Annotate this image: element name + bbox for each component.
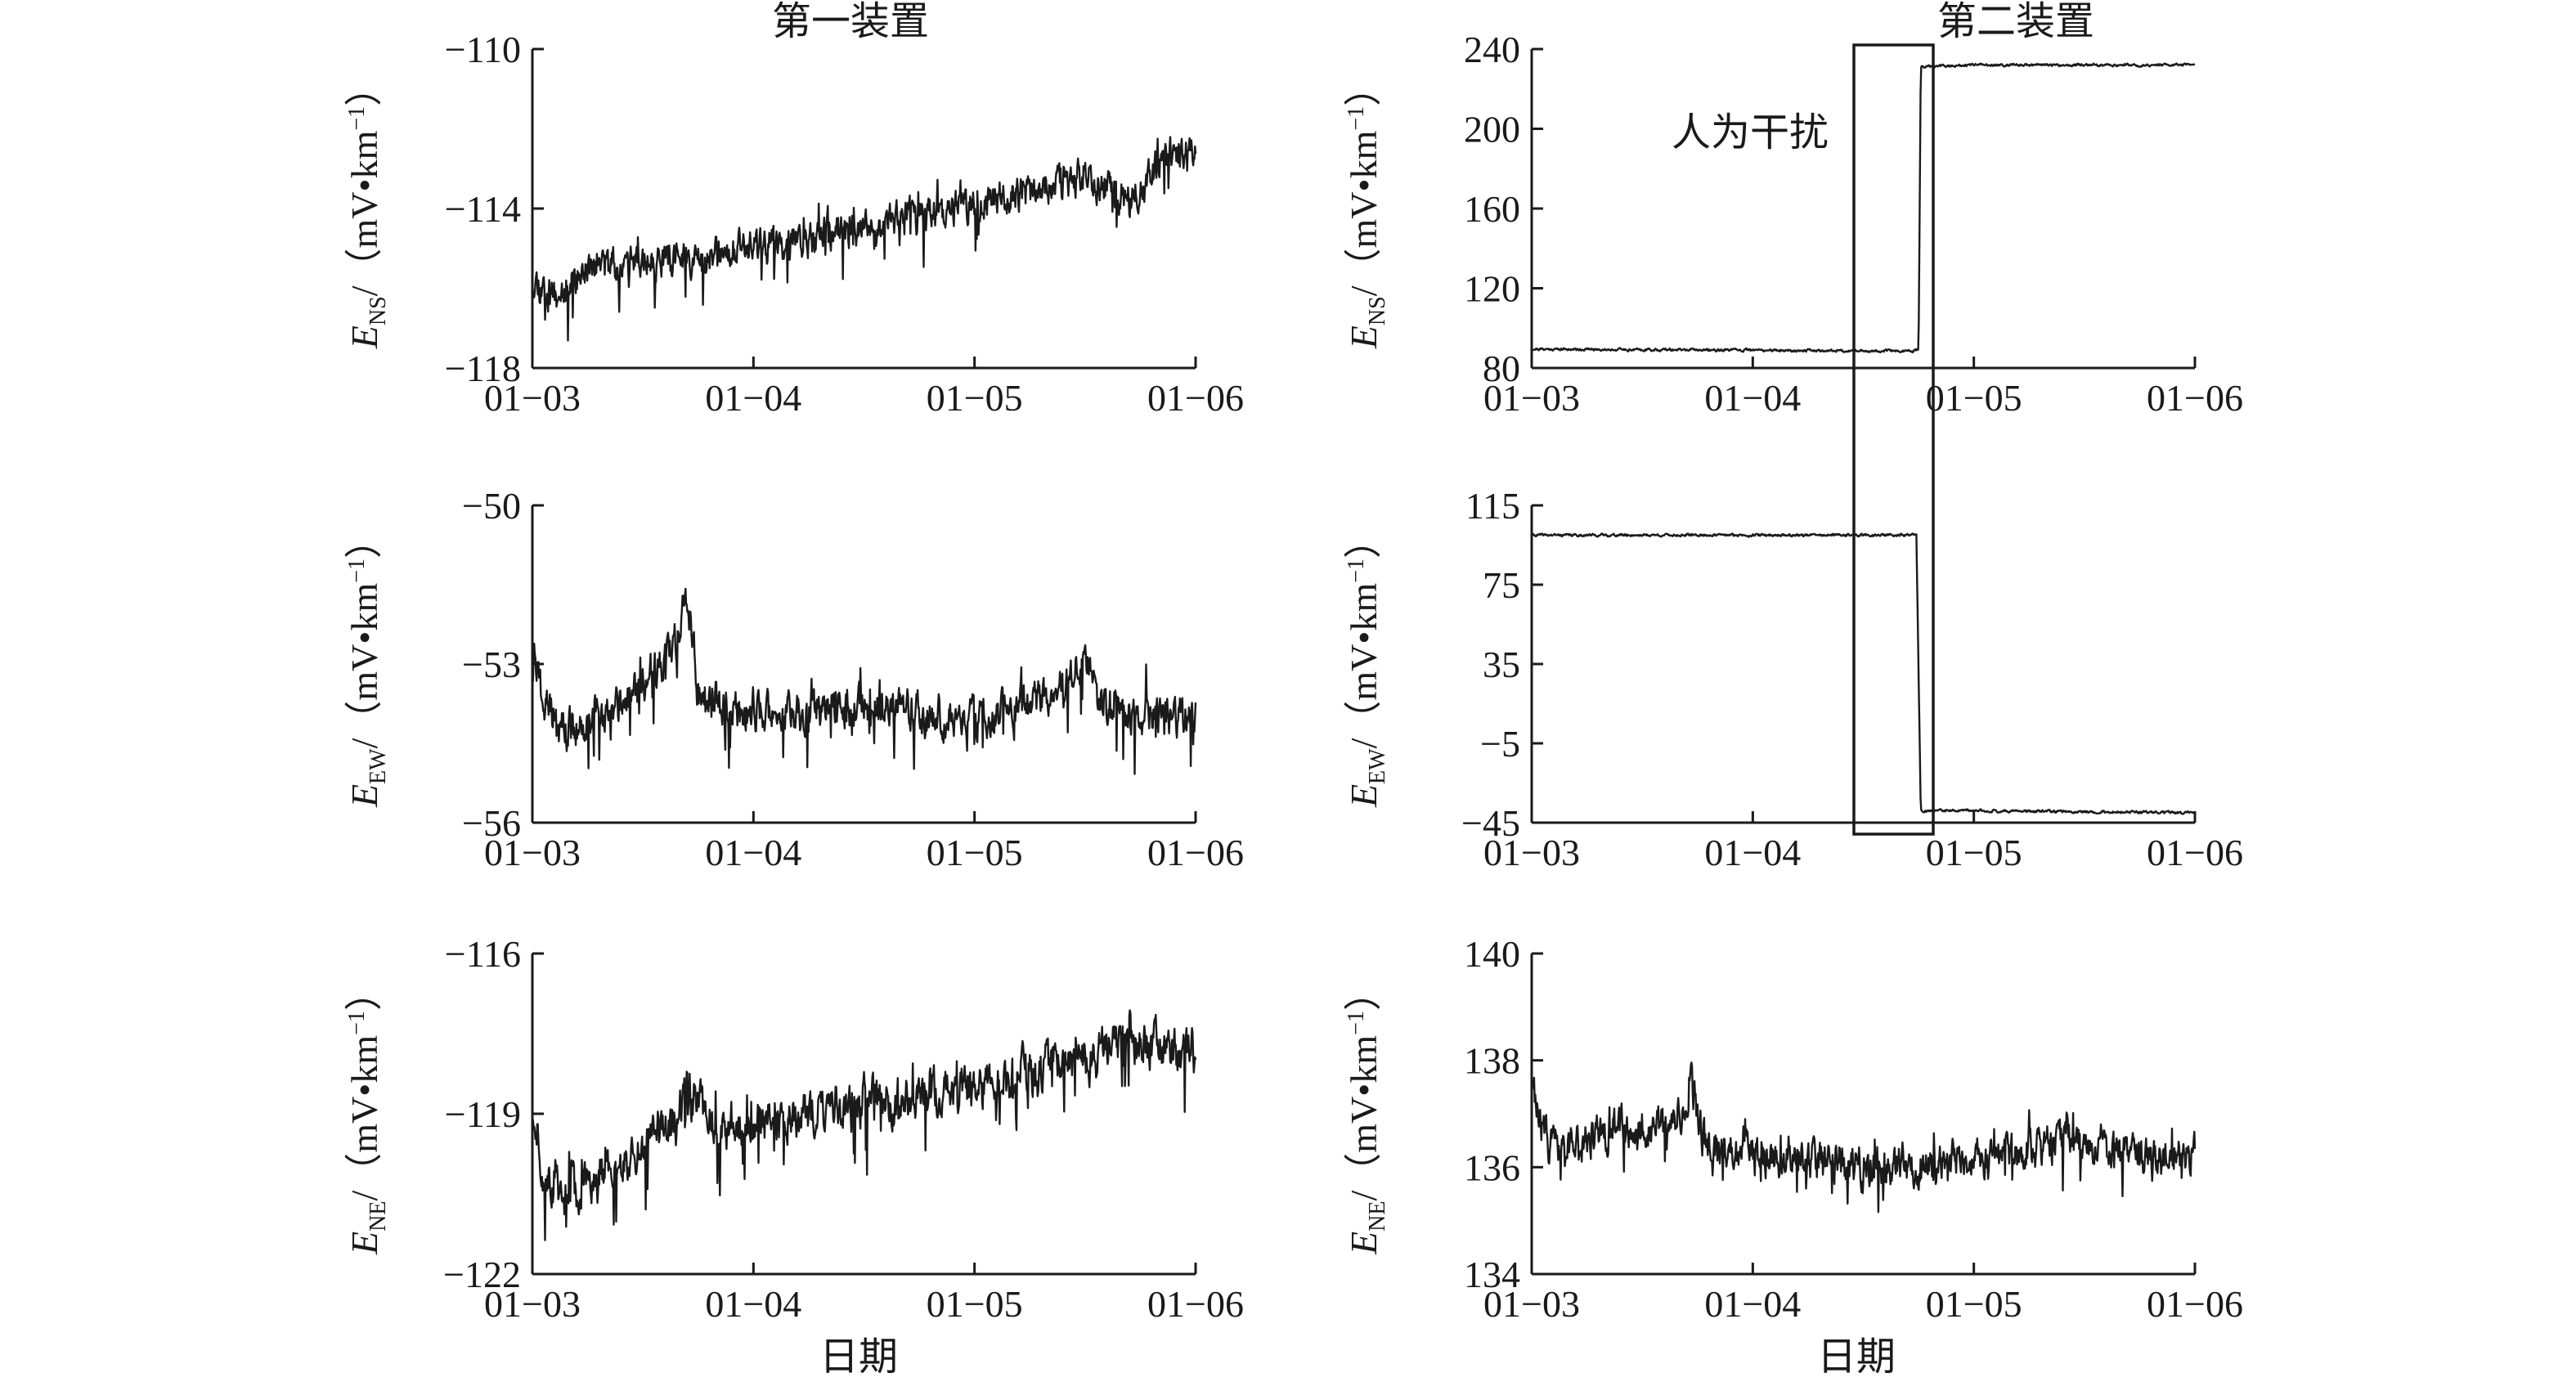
x-tick-label: 01−04: [705, 832, 801, 873]
series-line-EW: [1530, 532, 2196, 815]
x-tick-label: 01−05: [927, 1283, 1023, 1325]
x-tick-label: 01−06: [1147, 377, 1244, 419]
y-tick-label: −5: [1480, 723, 1520, 765]
y-tick-label: −118: [445, 348, 521, 389]
x-tick-label: 01−03: [484, 377, 581, 419]
y-tick-label: 140: [1464, 933, 1520, 975]
y-tick-label: 80: [1483, 348, 1520, 389]
column-title-2: 第二装置: [1937, 0, 2094, 43]
x-tick-label: 01−03: [484, 832, 581, 873]
x-tick-label: 01−05: [1926, 1283, 2022, 1325]
y-tick-label: 138: [1464, 1040, 1520, 1082]
x-tick-label: 01−03: [1483, 377, 1580, 419]
x-axis-label-left: 日期: [819, 1335, 898, 1378]
series-line-NE: [1530, 1061, 2197, 1214]
annotation-label: 人为干扰: [1672, 111, 1829, 155]
y-tick-label: −45: [1461, 802, 1520, 844]
y-tick-label: −110: [445, 29, 521, 70]
x-tick-label: 01−03: [484, 1283, 581, 1325]
y-axis-label: ENS/（mV•km−1）: [343, 69, 391, 349]
y-tick-label: 136: [1464, 1146, 1520, 1188]
x-tick-label: 01−06: [2147, 1283, 2243, 1325]
y-tick-label: −119: [445, 1093, 521, 1135]
y-tick-label: 240: [1464, 29, 1520, 70]
y-tick-label: 35: [1483, 644, 1520, 685]
series-line-NS: [1531, 62, 2196, 354]
x-tick-label: 01−03: [1483, 1283, 1580, 1325]
y-tick-label: 134: [1464, 1254, 1520, 1295]
x-tick-label: 01−06: [2147, 377, 2243, 419]
x-tick-label: 01−03: [1483, 832, 1580, 873]
x-tick-label: 01−04: [1704, 1283, 1801, 1325]
series-line-NE: [531, 1009, 1197, 1241]
y-tick-label: −56: [462, 802, 521, 844]
x-tick-label: 01−05: [1926, 377, 2022, 419]
y-tick-label: −116: [445, 933, 521, 975]
y-tick-label: 200: [1464, 109, 1520, 150]
y-tick-label: 115: [1465, 485, 1520, 527]
x-tick-label: 01−05: [1926, 832, 2022, 873]
series-line-NS: [531, 136, 1197, 342]
y-tick-label: −122: [443, 1254, 521, 1295]
x-tick-label: 01−04: [705, 1283, 801, 1325]
x-axis-label-right: 日期: [1817, 1335, 1896, 1378]
y-axis-label: ENS/（mV•km−1）: [1343, 69, 1390, 349]
x-tick-label: 01−05: [927, 832, 1023, 873]
y-axis-label: ENE/（mV•km−1）: [1343, 973, 1390, 1255]
y-tick-label: 160: [1464, 188, 1520, 230]
y-axis-label: EEW/（mV•km−1）: [343, 521, 391, 808]
y-tick-label: 120: [1464, 268, 1520, 310]
y-axis-label: EEW/（mV•km−1）: [1343, 521, 1390, 808]
annotation-box: [1852, 43, 1935, 836]
column-title-1: 第一装置: [772, 0, 929, 43]
y-tick-label: −114: [445, 188, 521, 230]
x-tick-label: 01−05: [927, 377, 1023, 419]
y-tick-label: −50: [462, 485, 521, 527]
y-axis-label: ENE/（mV•km−1）: [343, 973, 391, 1255]
x-tick-label: 01−06: [1147, 1283, 1244, 1325]
x-tick-label: 01−06: [1147, 832, 1244, 873]
x-tick-label: 01−04: [1704, 377, 1801, 419]
y-tick-label: 75: [1483, 564, 1520, 606]
x-tick-label: 01−04: [1704, 832, 1801, 873]
series-line-EW: [531, 587, 1197, 775]
x-tick-label: 01−06: [2147, 832, 2243, 873]
y-tick-label: −53: [462, 644, 521, 685]
x-tick-label: 01−04: [705, 377, 801, 419]
